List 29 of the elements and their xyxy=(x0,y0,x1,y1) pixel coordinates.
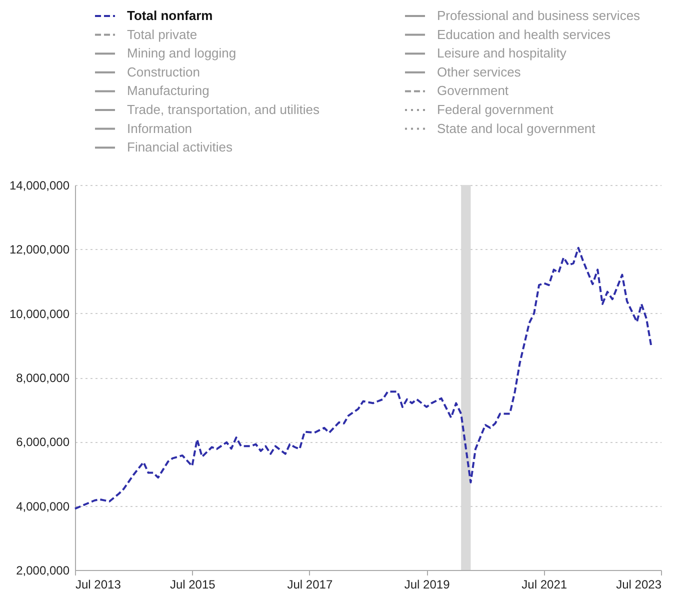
legend-label: Total nonfarm xyxy=(127,8,213,23)
x-tick-label: Jul 2021 xyxy=(522,578,568,592)
y-tick-label: 2,000,000 xyxy=(16,564,70,578)
legend-label: Other services xyxy=(437,64,522,80)
x-tick-label: Jul 2013 xyxy=(76,578,122,592)
legend-label: Leisure and hospitality xyxy=(437,46,567,61)
legend-label: Mining and logging xyxy=(127,46,236,61)
x-tick-label: Jul 2019 xyxy=(404,578,450,592)
y-tick-label: 8,000,000 xyxy=(16,371,70,385)
x-tick-label: Jul 2015 xyxy=(170,578,216,592)
legend-label: Federal government xyxy=(437,102,554,117)
y-tick-label: 12,000,000 xyxy=(9,242,70,257)
legend-label: Manufacturing xyxy=(127,83,210,98)
legend-label: Professional and business services xyxy=(437,8,641,23)
x-tick-label: Jul 2023 xyxy=(616,578,662,592)
legend-label: Construction xyxy=(127,64,200,80)
legend-label: Trade, transportation, and utilities xyxy=(127,102,320,117)
legend-label: Education and health services xyxy=(437,26,611,42)
legend-label: State and local government xyxy=(437,120,596,136)
legend-label: Financial activities xyxy=(127,140,233,155)
y-tick-label: 14,000,000 xyxy=(9,178,70,192)
legend-label: Government xyxy=(437,83,509,98)
x-tick-label: Jul 2017 xyxy=(287,578,333,592)
legend-label: Information xyxy=(127,120,192,136)
legend-label: Total private xyxy=(127,26,198,42)
line-series xyxy=(74,246,652,510)
y-tick-label: 10,000,000 xyxy=(9,306,70,321)
y-tick-label: 4,000,000 xyxy=(16,499,70,514)
y-tick-label: 6,000,000 xyxy=(16,435,70,450)
